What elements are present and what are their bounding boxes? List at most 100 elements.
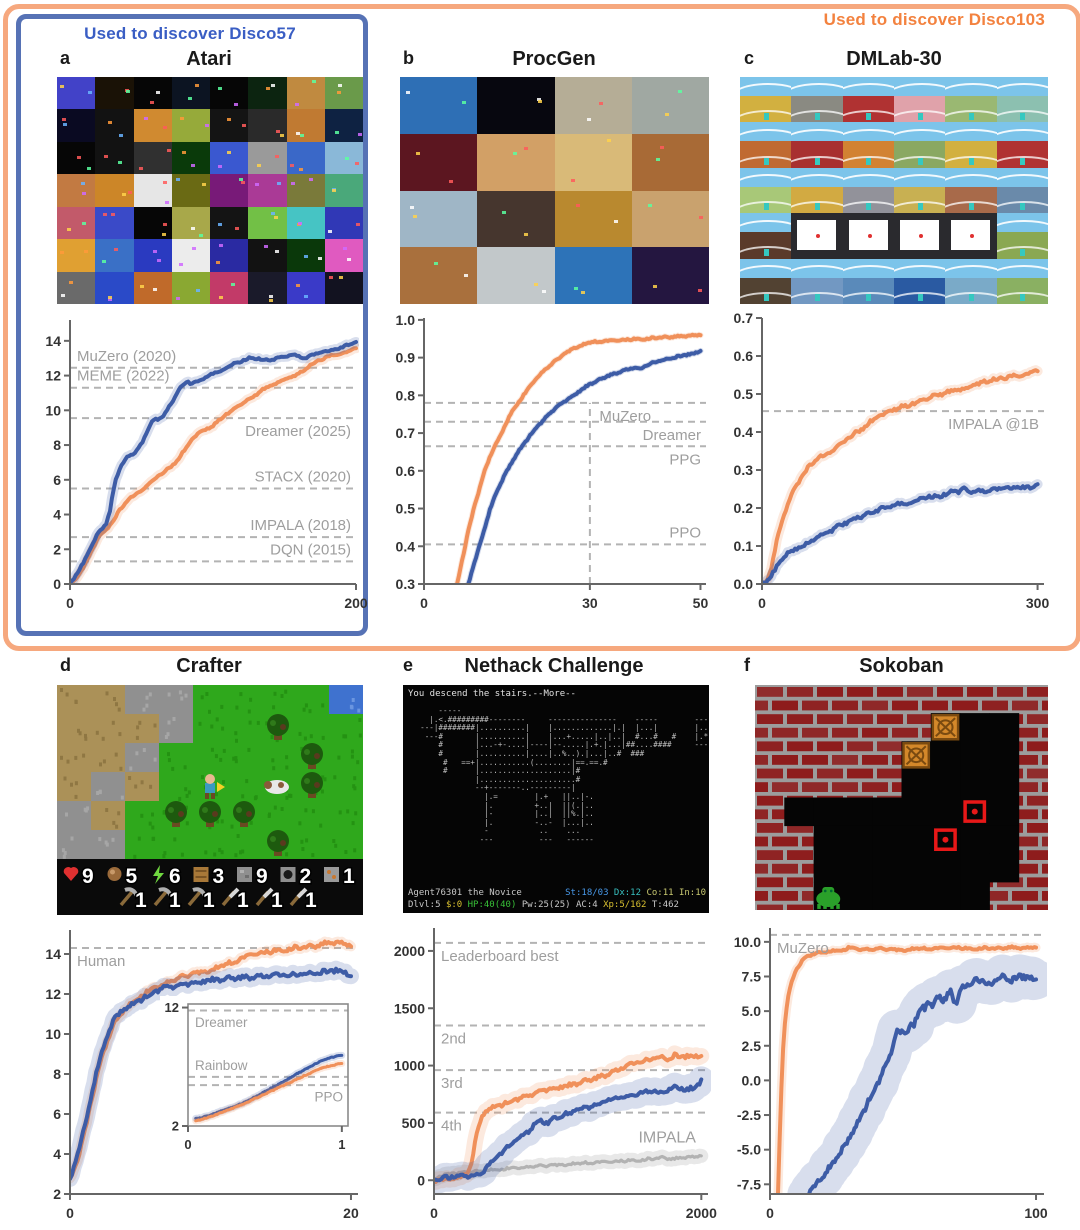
svg-text:10: 10 bbox=[45, 1026, 61, 1042]
game-thumbnail bbox=[248, 271, 287, 304]
svg-text:2: 2 bbox=[53, 541, 61, 557]
game-thumbnail bbox=[324, 271, 363, 304]
svg-text:-5.0: -5.0 bbox=[737, 1142, 761, 1158]
game-thumbnail bbox=[248, 109, 287, 142]
svg-text:8: 8 bbox=[53, 437, 61, 453]
svg-text:IMPALA: IMPALA bbox=[638, 1129, 696, 1146]
game-thumbnail bbox=[286, 206, 325, 240]
svg-text:0.0: 0.0 bbox=[742, 1072, 762, 1088]
dmlab-thumbnail bbox=[791, 213, 843, 259]
svg-text:12: 12 bbox=[45, 986, 61, 1002]
svg-text:Rainbow: Rainbow bbox=[195, 1058, 248, 1073]
game-thumbnail bbox=[286, 77, 325, 110]
svg-text:DQN (2015): DQN (2015) bbox=[270, 541, 351, 558]
svg-text:3rd: 3rd bbox=[441, 1075, 463, 1092]
game-thumbnail bbox=[171, 141, 210, 175]
game-thumbnail bbox=[286, 109, 325, 142]
dmlab-thumbnail bbox=[842, 77, 894, 123]
game-thumbnail bbox=[248, 77, 287, 110]
game-thumbnail bbox=[631, 77, 709, 134]
svg-text:1: 1 bbox=[271, 889, 283, 912]
dmlab-thumbnail bbox=[945, 122, 997, 168]
game-thumbnail bbox=[631, 190, 709, 248]
game-thumbnail bbox=[248, 239, 287, 272]
svg-text:4th: 4th bbox=[441, 1118, 462, 1135]
panel-title: DMLab-30 bbox=[846, 48, 942, 70]
svg-text:IMPALA (2018): IMPALA (2018) bbox=[250, 517, 351, 534]
svg-text:8: 8 bbox=[53, 1066, 61, 1082]
panel-title: Sokoban bbox=[859, 655, 944, 677]
atari-chart: MuZero (2020) MEME (2022) Dreamer (2025) ST… bbox=[38, 308, 370, 620]
svg-text:0.7: 0.7 bbox=[396, 425, 416, 441]
game-thumbnail bbox=[95, 239, 134, 272]
game-thumbnail bbox=[57, 239, 96, 272]
svg-text:0: 0 bbox=[184, 1137, 191, 1152]
dmlab-thumbnail bbox=[740, 77, 792, 123]
dmlab-thumbnail bbox=[791, 258, 843, 304]
svg-text:0: 0 bbox=[66, 1205, 74, 1221]
game-thumbnail bbox=[210, 239, 249, 272]
svg-text:12: 12 bbox=[165, 1000, 179, 1015]
game-thumbnail bbox=[286, 271, 325, 304]
game-thumbnail bbox=[477, 77, 555, 134]
sokoban-chart: MuZero -7.5 -5.0 -2.5 0.0 2.5 5.0 7.5 10.0 0 100 bbox=[724, 918, 1056, 1230]
dmlab-thumbnail bbox=[945, 167, 997, 214]
svg-text:-2.5: -2.5 bbox=[737, 1107, 761, 1123]
svg-text:0: 0 bbox=[766, 1205, 774, 1221]
nethack-montage: You descend the stairs.--More-- ----- |.… bbox=[403, 685, 709, 913]
svg-text:1: 1 bbox=[169, 889, 181, 912]
svg-text:2000: 2000 bbox=[686, 1205, 717, 1221]
svg-text:2: 2 bbox=[300, 865, 312, 888]
dmlab-thumbnail bbox=[945, 213, 997, 259]
svg-text:20: 20 bbox=[343, 1205, 359, 1221]
dmlab-chart: IMPALA @1B 0.0 0.1 0.2 0.3 0.4 0.5 0.6 0.7 0 300 bbox=[724, 308, 1056, 620]
svg-text:9: 9 bbox=[256, 865, 268, 888]
game-thumbnail bbox=[248, 174, 287, 207]
dmlab-thumbnail bbox=[996, 258, 1048, 304]
svg-text:0: 0 bbox=[53, 576, 61, 592]
svg-text:Dreamer: Dreamer bbox=[195, 1015, 248, 1030]
game-thumbnail bbox=[95, 174, 134, 207]
game-thumbnail bbox=[400, 133, 478, 191]
game-thumbnail bbox=[133, 239, 172, 272]
panel-title: Atari bbox=[186, 48, 232, 70]
game-thumbnail bbox=[95, 77, 134, 110]
svg-text:2nd: 2nd bbox=[441, 1030, 466, 1047]
game-thumbnail bbox=[133, 174, 172, 207]
game-thumbnail bbox=[286, 239, 325, 272]
panel-letter: c bbox=[744, 48, 755, 68]
svg-text:0: 0 bbox=[417, 1172, 425, 1188]
svg-text:1: 1 bbox=[237, 889, 249, 912]
game-thumbnail bbox=[57, 109, 96, 142]
svg-text:5.0: 5.0 bbox=[742, 1003, 762, 1019]
nethack-status-line: Agent76301 the Novice St:18/03 Dx:12 Co:… bbox=[408, 888, 709, 898]
svg-text:1.0: 1.0 bbox=[396, 312, 416, 328]
game-thumbnail bbox=[477, 133, 555, 191]
panel-procgen: b ProcGen MuZero Dreamer PPG PPO 0.3 0.4 0.5 0.… bbox=[396, 48, 709, 628]
svg-text:MEME (2022): MEME (2022) bbox=[77, 368, 170, 385]
panel-letter: a bbox=[60, 48, 71, 68]
svg-text:6: 6 bbox=[53, 472, 61, 488]
dmlab-thumbnail bbox=[945, 77, 997, 123]
svg-text:1: 1 bbox=[343, 865, 355, 888]
game-thumbnail bbox=[133, 77, 172, 110]
svg-text:0.6: 0.6 bbox=[734, 348, 754, 364]
svg-text:0.3: 0.3 bbox=[734, 462, 754, 478]
panel-title: Crafter bbox=[176, 655, 242, 677]
game-thumbnail bbox=[57, 77, 96, 110]
svg-text:200: 200 bbox=[344, 595, 368, 611]
svg-text:5: 5 bbox=[126, 865, 138, 888]
game-thumbnail bbox=[133, 109, 172, 142]
svg-text:PPG: PPG bbox=[669, 451, 701, 468]
dmlab-thumbnail bbox=[842, 167, 894, 214]
panel-letter: d bbox=[60, 655, 71, 675]
dmlab-thumbnail bbox=[740, 122, 792, 168]
svg-text:0.4: 0.4 bbox=[734, 424, 754, 440]
disco57-label: Used to discover Disco57 bbox=[84, 24, 296, 43]
dmlab-thumbnail bbox=[945, 258, 997, 304]
sokoban-montage bbox=[755, 685, 1048, 910]
svg-text:MuZero (2020): MuZero (2020) bbox=[77, 348, 176, 365]
game-thumbnail bbox=[171, 77, 210, 110]
